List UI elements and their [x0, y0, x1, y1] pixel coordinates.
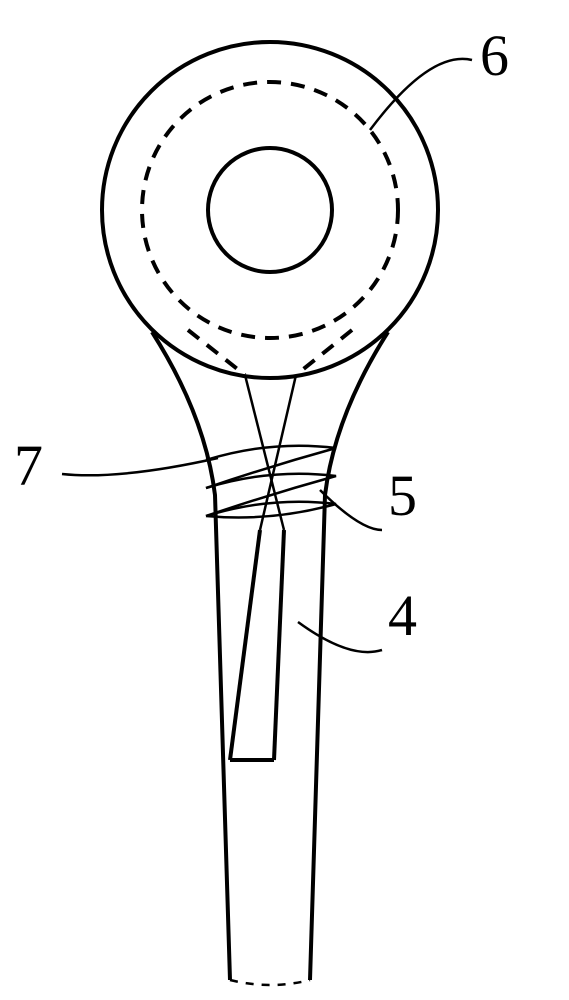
- ring-outer: [102, 42, 438, 378]
- inner-stem-right: [274, 530, 284, 760]
- label-5: 5: [388, 462, 417, 529]
- stem-bottom-break: [230, 980, 310, 985]
- ring-dashed: [142, 82, 398, 338]
- ring-inner: [208, 148, 332, 272]
- label-7: 7: [14, 432, 43, 499]
- stem-right-outline: [310, 332, 388, 980]
- label-4: 4: [388, 582, 417, 649]
- stem-left-outline: [152, 332, 230, 980]
- diagram-canvas: [0, 0, 569, 1000]
- leader-6: [370, 59, 472, 130]
- inner-stem-left: [230, 530, 260, 760]
- leader-5: [320, 490, 382, 530]
- label-6: 6: [480, 22, 509, 89]
- coil-turn: [206, 502, 336, 518]
- leader-4: [298, 622, 382, 652]
- leader-7: [62, 458, 218, 475]
